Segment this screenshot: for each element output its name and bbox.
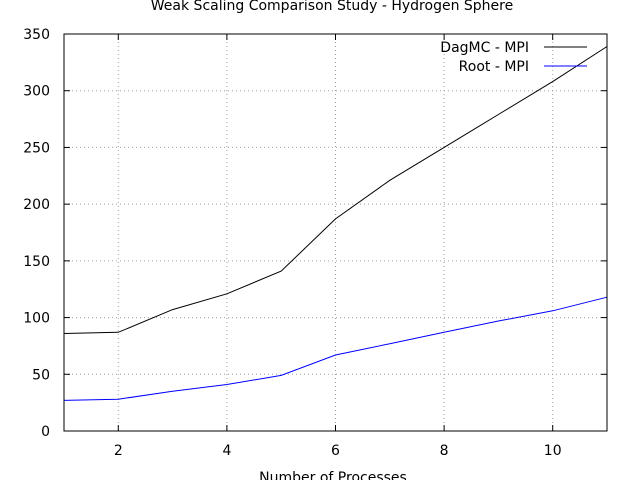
y-tick-label: 0 [41,424,50,440]
legend-label-dagmc: DagMC - MPI [440,40,529,56]
series-line-dagmc-mpi [63,46,608,334]
legend: DagMC - MPI Root - MPI [440,40,587,75]
y-tick-label: 150 [23,254,50,270]
y-tick-label: 250 [23,140,50,156]
y-tick-label: 200 [23,197,50,213]
y-tick-label: 100 [23,311,50,327]
plot-frame [63,33,608,432]
y-tick-label: 350 [23,27,50,43]
x-tick-label: 6 [331,443,340,459]
grid-lines [64,34,607,431]
y-tick-label: 50 [32,367,50,383]
x-tick-label: 8 [440,443,449,459]
x-tick-label: 2 [114,443,123,459]
chart-title: Weak Scaling Comparison Study - Hydrogen… [151,0,513,14]
y-tick-label: 300 [23,84,50,100]
series-lines [63,46,608,401]
legend-label-root: Root - MPI [459,59,529,75]
series-line-root-mpi [63,296,608,401]
x-tick-label: 4 [222,443,231,459]
x-axis-label: Number of Processes [259,470,407,480]
axis-ticks [64,33,607,432]
x-tick-label: 10 [544,443,562,459]
